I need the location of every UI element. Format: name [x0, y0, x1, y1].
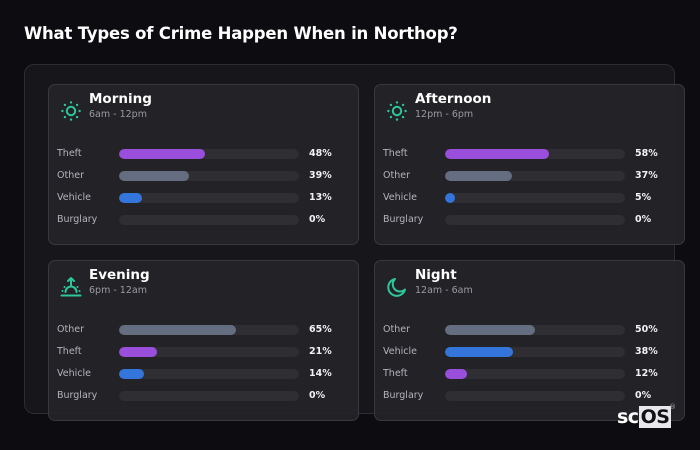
crime-row-theft: Theft 48% [57, 147, 347, 161]
bar-track [119, 171, 299, 181]
percent-value: 0% [635, 214, 652, 225]
bar-fill [445, 325, 535, 335]
percent-value: 65% [309, 324, 332, 335]
crime-row-vehicle: Vehicle 14% [57, 367, 347, 381]
percent-value: 39% [309, 170, 332, 181]
crime-type-label: Other [57, 324, 84, 335]
period-title: Night [415, 267, 457, 283]
bar-track [119, 193, 299, 203]
bar-fill [445, 347, 513, 357]
crime-type-label: Theft [383, 368, 408, 379]
bar-fill [445, 193, 455, 203]
bar-track [119, 391, 299, 401]
period-time-range: 12pm - 6pm [415, 109, 474, 120]
crime-row-burglary: Burglary 0% [383, 213, 673, 227]
bar-fill [119, 171, 189, 181]
percent-value: 0% [309, 214, 326, 225]
bar-track [445, 193, 625, 203]
crime-type-label: Theft [383, 148, 408, 159]
crime-type-label: Vehicle [383, 346, 417, 357]
crime-type-label: Other [383, 324, 410, 335]
crime-type-label: Other [383, 170, 410, 181]
crime-row-other: Other 50% [383, 323, 673, 337]
period-card-morning: Morning 6am - 12pm Theft 48% Other 39% Vehicle… [48, 84, 359, 245]
bar-track [119, 215, 299, 225]
bar-track [445, 149, 625, 159]
crime-row-vehicle: Vehicle 13% [57, 191, 347, 205]
percent-value: 21% [309, 346, 332, 357]
crime-row-theft: Theft 21% [57, 345, 347, 359]
percent-value: 38% [635, 346, 658, 357]
logo-prefix: sc [617, 406, 639, 428]
period-title: Morning [89, 91, 152, 107]
period-time-range: 6pm - 12am [89, 285, 147, 296]
crime-type-label: Theft [57, 346, 82, 357]
percent-value: 58% [635, 148, 658, 159]
page-title: What Types of Crime Happen When in North… [24, 24, 458, 43]
sun-icon [59, 99, 83, 123]
period-time-range: 12am - 6am [415, 285, 473, 296]
percent-value: 12% [635, 368, 658, 379]
moon-icon [385, 275, 409, 299]
bar-track [119, 149, 299, 159]
period-title: Evening [89, 267, 150, 283]
crime-row-other: Other 65% [57, 323, 347, 337]
period-title: Afternoon [415, 91, 492, 107]
crime-type-label: Burglary [383, 390, 424, 401]
percent-value: 14% [309, 368, 332, 379]
crime-row-vehicle: Vehicle 5% [383, 191, 673, 205]
bar-fill [119, 347, 157, 357]
bar-fill [119, 325, 236, 335]
crime-type-label: Burglary [383, 214, 424, 225]
bar-fill [119, 193, 142, 203]
bar-fill [119, 149, 205, 159]
bar-fill [445, 149, 549, 159]
percent-value: 37% [635, 170, 658, 181]
bar-fill [445, 171, 512, 181]
percent-value: 48% [309, 148, 332, 159]
crime-type-label: Burglary [57, 214, 98, 225]
sun-icon [385, 99, 409, 123]
period-time-range: 6am - 12pm [89, 109, 147, 120]
bar-fill [119, 369, 144, 379]
bar-track [445, 391, 625, 401]
crime-row-other: Other 39% [57, 169, 347, 183]
crime-type-label: Vehicle [57, 368, 91, 379]
crime-type-label: Other [57, 170, 84, 181]
period-card-afternoon: Afternoon 12pm - 6pm Theft 58% Other 37% Vehic… [374, 84, 685, 245]
bar-track [119, 369, 299, 379]
crime-row-burglary: Burglary 0% [383, 389, 673, 403]
scos-logo: sc OS ® [617, 403, 676, 428]
percent-value: 0% [309, 390, 326, 401]
sunset-icon [59, 275, 83, 299]
crime-row-other: Other 37% [383, 169, 673, 183]
crime-row-theft: Theft 12% [383, 367, 673, 381]
bar-track [119, 347, 299, 357]
crime-type-label: Burglary [57, 390, 98, 401]
crime-row-vehicle: Vehicle 38% [383, 345, 673, 359]
bar-track [445, 369, 625, 379]
registered-mark: ® [669, 403, 676, 411]
crime-row-burglary: Burglary 0% [57, 213, 347, 227]
crime-row-theft: Theft 58% [383, 147, 673, 161]
bar-track [445, 215, 625, 225]
crime-type-label: Vehicle [383, 192, 417, 203]
period-card-evening: Evening 6pm - 12am Other 65% Theft 21% Vehicle… [48, 260, 359, 421]
bar-track [119, 325, 299, 335]
percent-value: 0% [635, 390, 652, 401]
bar-track [445, 347, 625, 357]
crime-row-burglary: Burglary 0% [57, 389, 347, 403]
bar-track [445, 325, 625, 335]
crime-type-label: Vehicle [57, 192, 91, 203]
period-card-night: Night 12am - 6am Other 50% Vehicle 38% Theft 12… [374, 260, 685, 421]
crime-type-label: Theft [57, 148, 82, 159]
percent-value: 50% [635, 324, 658, 335]
bar-fill [445, 369, 467, 379]
logo-boxed: OS [638, 406, 672, 428]
percent-value: 13% [309, 192, 332, 203]
bar-track [445, 171, 625, 181]
percent-value: 5% [635, 192, 652, 203]
